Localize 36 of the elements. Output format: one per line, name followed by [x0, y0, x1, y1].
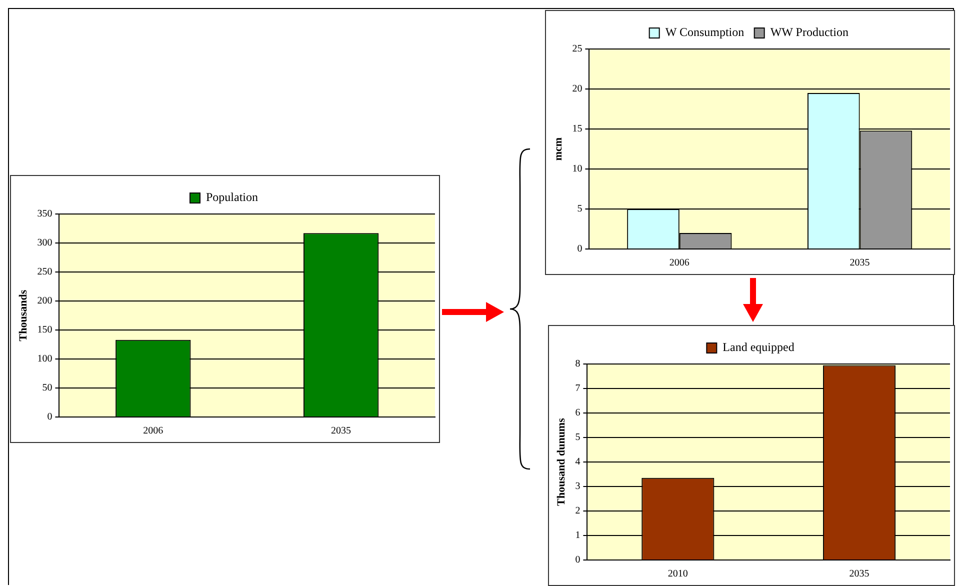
legend-label: Land equipped	[722, 340, 794, 354]
x-tick-label: 2035	[331, 426, 352, 437]
y-tick-label: 100	[37, 354, 52, 365]
y-tick-label: 6	[575, 408, 580, 419]
x-tick-label: 2010	[668, 568, 688, 580]
y-axis-title: Thousands	[17, 289, 30, 342]
y-tick-label: 4	[575, 456, 580, 468]
y-tick-label: 8	[575, 358, 580, 370]
y-tick-label: 3	[575, 481, 580, 492]
y-tick-label: 0	[575, 554, 580, 566]
y-tick-label: 10	[572, 164, 582, 175]
legend-label: WW Production	[770, 25, 848, 40]
x-tick-label: 2006	[669, 258, 690, 269]
x-tick-label: 2006	[143, 426, 164, 437]
y-tick-label: 50	[42, 382, 52, 394]
y-tick-label: 150	[37, 324, 52, 336]
y-tick-label: 200	[37, 296, 52, 307]
x-tick-label: 2035	[849, 568, 870, 580]
y-tick-label: 7	[575, 383, 580, 394]
y-axis-title: Thousand dunums	[555, 417, 568, 506]
y-tick-label: 5	[577, 204, 582, 215]
y-tick-label: 2	[575, 506, 580, 517]
y-tick-label: 1	[575, 530, 580, 542]
y-tick-label: 350	[37, 208, 52, 220]
y-axis-title: mcm	[552, 137, 564, 161]
y-tick-label: 25	[572, 44, 582, 55]
x-tick-label: 2035	[850, 258, 870, 269]
y-tick-label: 20	[572, 84, 582, 95]
y-tick-label: 0	[577, 244, 582, 255]
y-tick-label: 300	[37, 238, 52, 249]
y-tick-label: 5	[575, 432, 580, 444]
y-tick-label: 0	[47, 412, 52, 423]
y-tick-label: 15	[572, 124, 582, 135]
y-tick-label: 250	[37, 266, 52, 278]
legend-label: W Consumption	[665, 25, 744, 40]
legend-label: Population	[206, 190, 258, 204]
